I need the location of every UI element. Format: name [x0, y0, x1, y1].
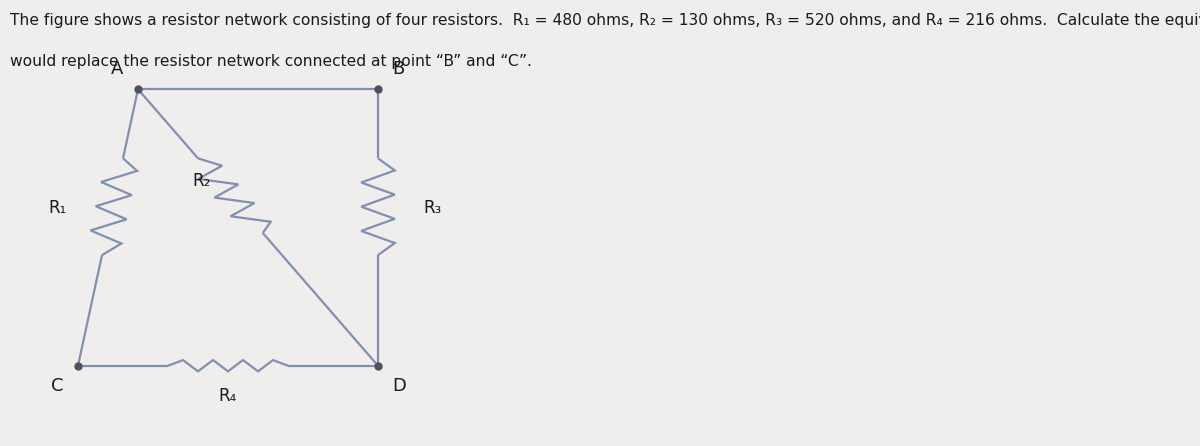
Text: C: C	[52, 377, 64, 395]
Text: R₁: R₁	[48, 199, 67, 217]
Text: The figure shows a resistor network consisting of four resistors.  R₁ = 480 ohms: The figure shows a resistor network cons…	[10, 13, 1200, 29]
Text: R₂: R₂	[193, 172, 211, 190]
Text: R₄: R₄	[218, 387, 238, 405]
Text: R₃: R₃	[424, 199, 442, 217]
Text: B: B	[392, 60, 404, 78]
Text: D: D	[392, 377, 407, 395]
Text: would replace the resistor network connected at point “B” and “C”.: would replace the resistor network conne…	[10, 54, 532, 69]
Text: A: A	[112, 60, 124, 78]
